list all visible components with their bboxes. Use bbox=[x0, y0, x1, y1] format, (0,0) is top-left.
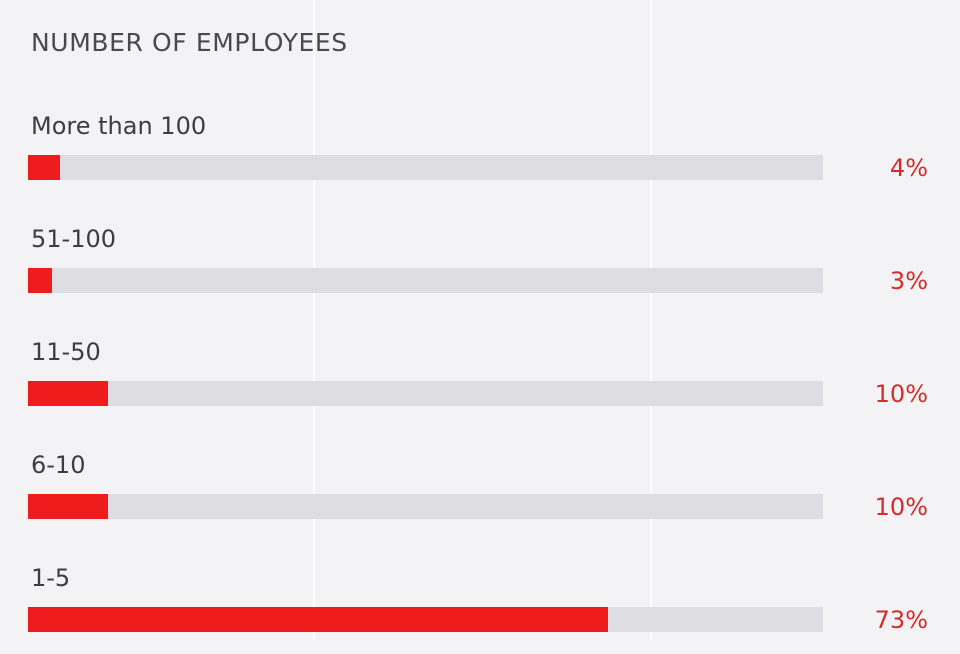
bar-track bbox=[28, 494, 823, 519]
bar bbox=[28, 155, 60, 180]
bar-row: 11-50 10% bbox=[0, 338, 960, 428]
bar-row: 51-100 3% bbox=[0, 225, 960, 315]
category-label: More than 100 bbox=[31, 112, 207, 140]
chart-container: NUMBER OF EMPLOYEES More than 100 4% 51-… bbox=[0, 0, 960, 640]
value-label: 3% bbox=[889, 267, 928, 295]
bar-track bbox=[28, 381, 823, 406]
bar-row: 1-5 73% bbox=[0, 564, 960, 654]
value-label: 4% bbox=[889, 154, 928, 182]
bar bbox=[28, 494, 108, 519]
bar bbox=[28, 268, 52, 293]
value-label: 10% bbox=[874, 493, 928, 521]
gridline bbox=[313, 0, 315, 640]
value-label: 73% bbox=[874, 606, 928, 634]
category-label: 1-5 bbox=[31, 564, 71, 592]
category-label: 6-10 bbox=[31, 451, 86, 479]
category-label: 51-100 bbox=[31, 225, 117, 253]
value-label: 10% bbox=[874, 380, 928, 408]
bar bbox=[28, 607, 609, 632]
bar-track bbox=[28, 155, 823, 180]
chart-title: NUMBER OF EMPLOYEES bbox=[31, 28, 348, 57]
category-label: 11-50 bbox=[31, 338, 101, 366]
bar-track bbox=[28, 268, 823, 293]
bar-track bbox=[28, 607, 823, 632]
gridline bbox=[650, 0, 652, 640]
bar-row: More than 100 4% bbox=[0, 112, 960, 202]
bar-row: 6-10 10% bbox=[0, 451, 960, 541]
bar bbox=[28, 381, 108, 406]
